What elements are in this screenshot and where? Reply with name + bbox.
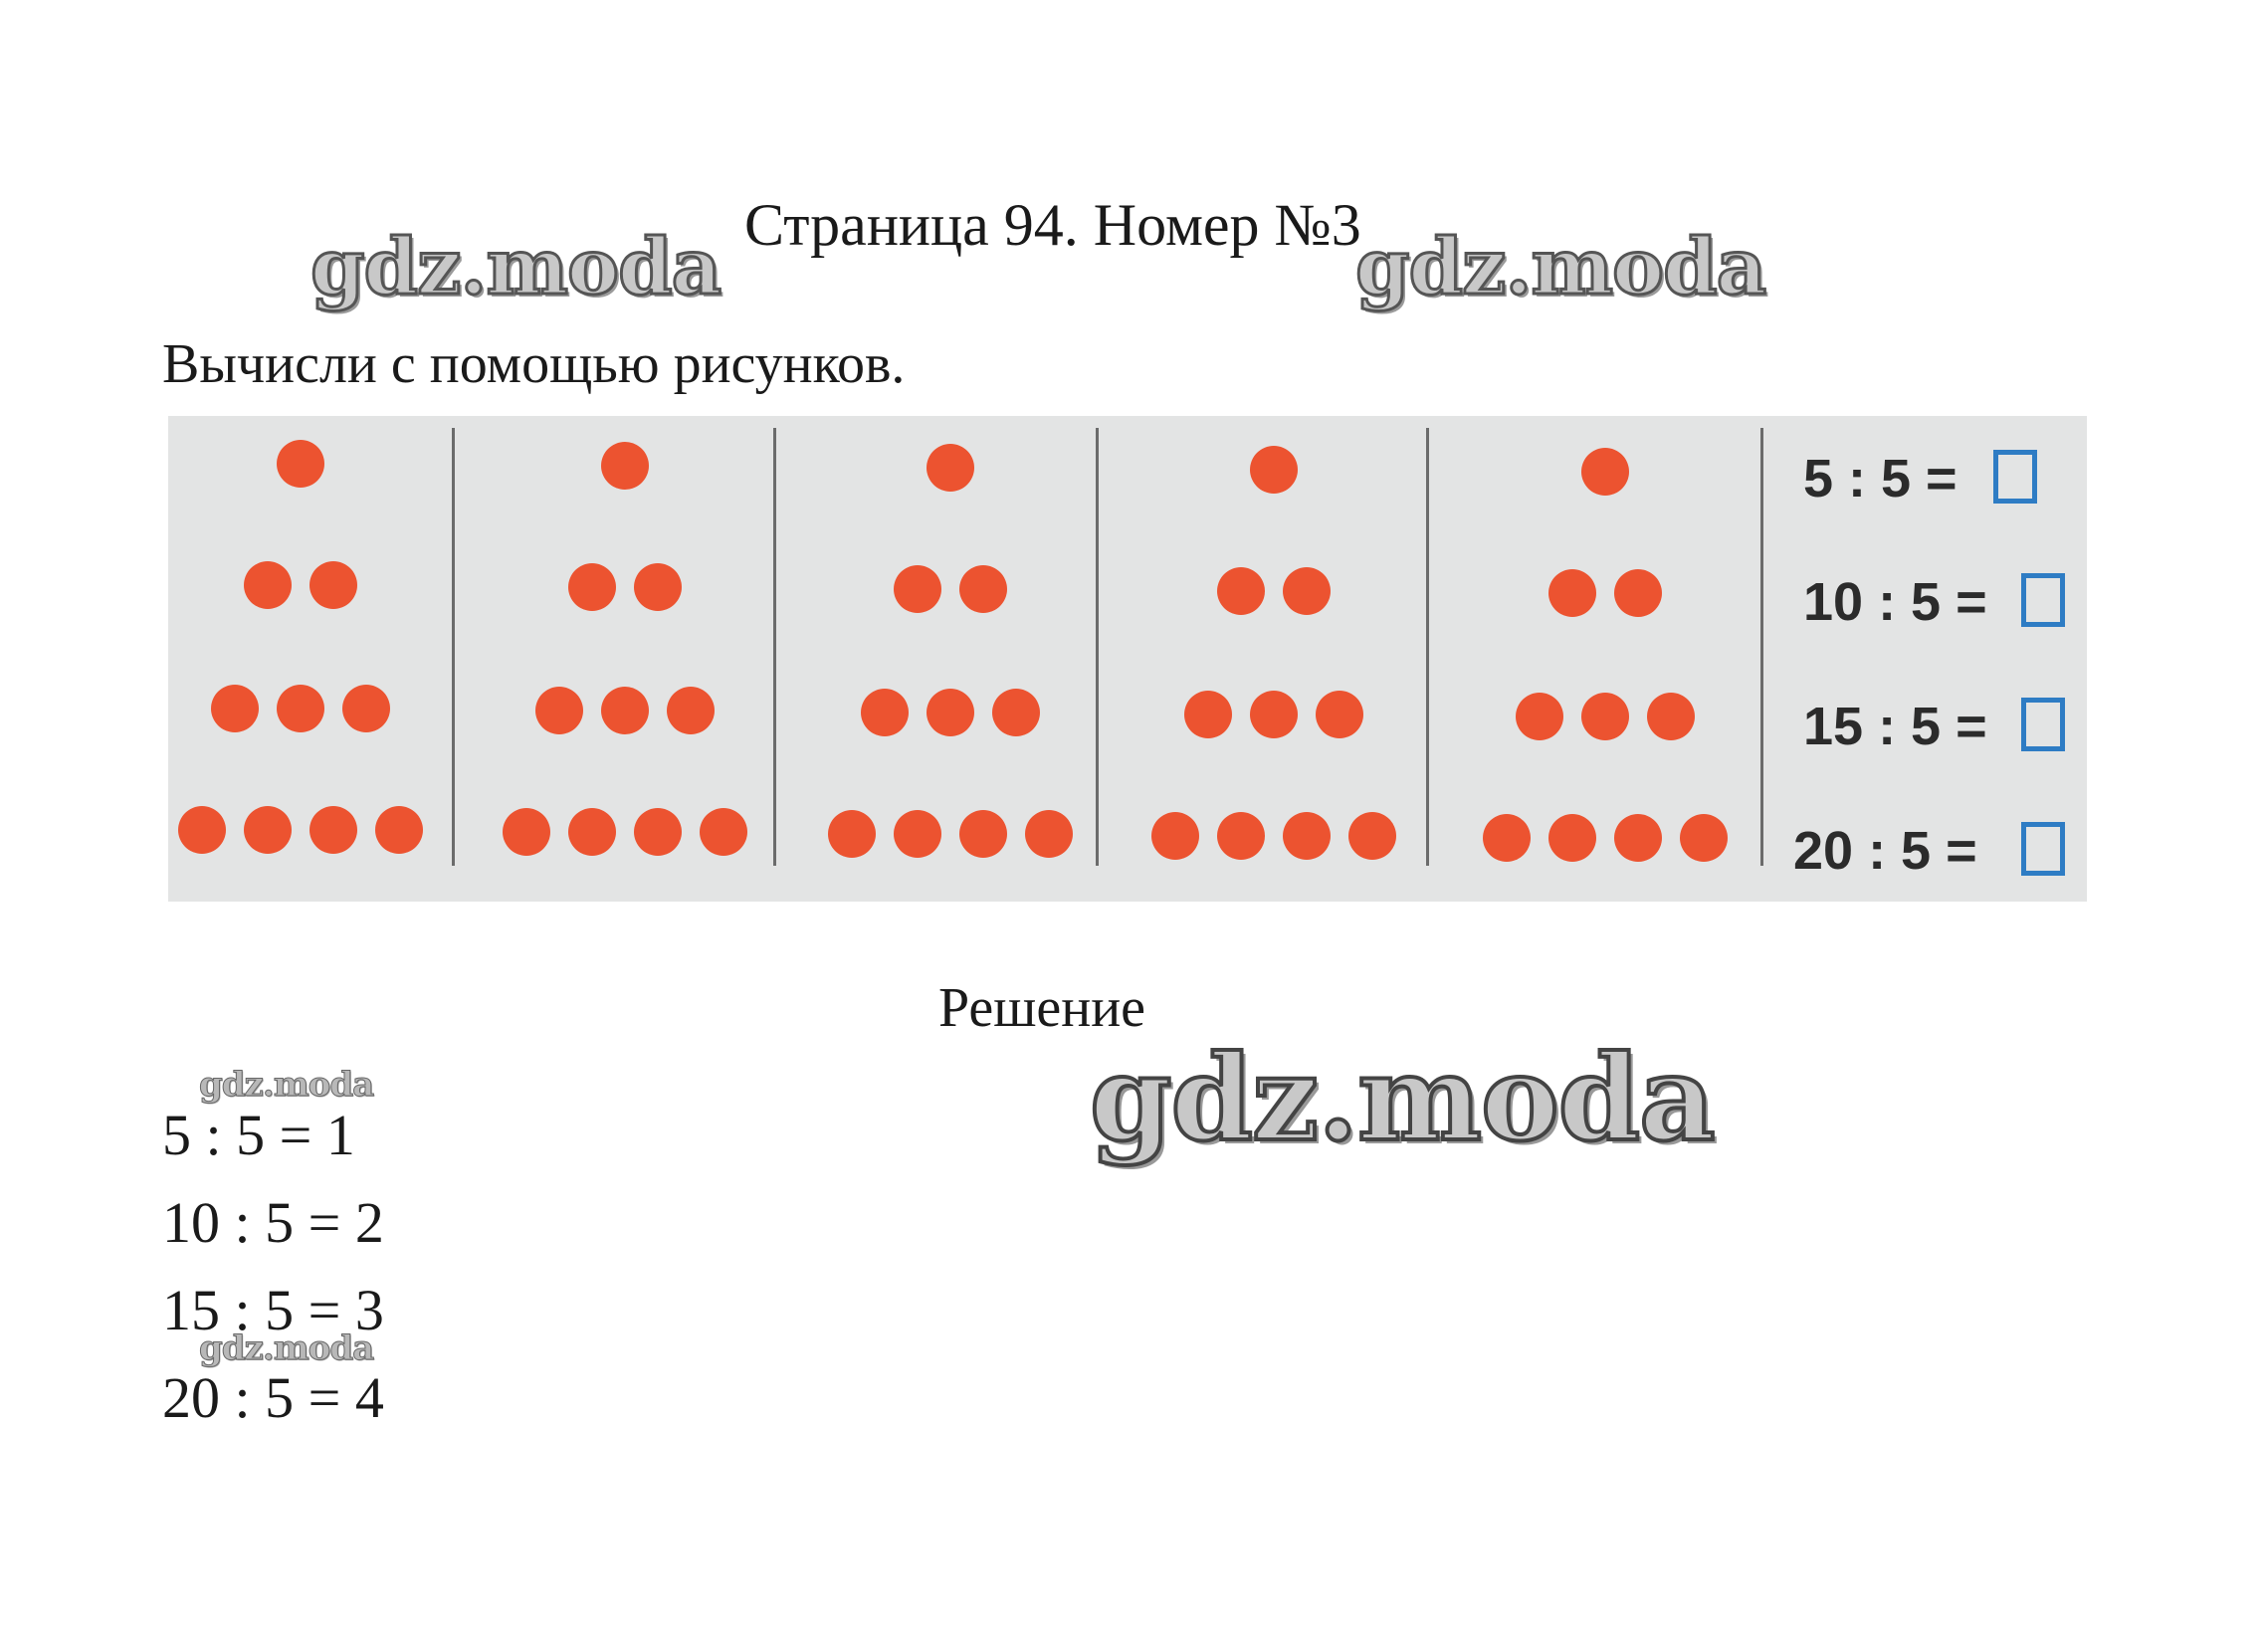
- solution-heading: Решение: [938, 977, 1146, 1039]
- counter-dot: [1025, 810, 1073, 858]
- counter-dot: [1581, 693, 1629, 740]
- counter-dot: [1283, 812, 1331, 860]
- group-divider: [773, 428, 776, 866]
- watermark-logo: gdz.moda: [198, 1328, 374, 1368]
- counter-dot: [1184, 691, 1232, 738]
- counter-dot: [992, 689, 1040, 736]
- task-figure: 5 : 5 = 10 : 5 = 15 : 5 = 20 : 5 =: [168, 416, 2087, 902]
- counter-dot: [1250, 446, 1298, 494]
- counter-dot: [277, 440, 324, 488]
- answer-box: [1993, 450, 2037, 504]
- counter-dot: [1614, 569, 1662, 617]
- group-divider: [452, 428, 455, 866]
- counter-dot: [309, 561, 357, 609]
- counter-dot: [634, 563, 682, 611]
- counter-dot: [1483, 814, 1531, 862]
- counter-dot: [535, 687, 583, 734]
- counter-dot: [894, 810, 941, 858]
- counter-dot: [244, 806, 292, 854]
- counter-dot: [503, 808, 550, 856]
- equation-label: 5 : 5 =: [1803, 449, 1958, 509]
- watermark-logo: gdz.moda: [1088, 1029, 1718, 1167]
- watermark-logo: gdz.moda: [1353, 222, 1767, 312]
- counter-dot: [601, 687, 649, 734]
- counter-dot: [1348, 812, 1396, 860]
- counter-dot: [211, 685, 259, 732]
- counter-dot: [1283, 567, 1331, 615]
- counter-dot: [342, 685, 390, 732]
- watermark-logo: gdz.moda: [309, 222, 722, 312]
- counter-dot: [601, 442, 649, 490]
- counter-dot: [1316, 691, 1363, 738]
- counter-dot: [828, 810, 876, 858]
- counter-dot: [861, 689, 909, 736]
- counter-dot: [568, 808, 616, 856]
- counter-dot: [959, 810, 1007, 858]
- counter-dot: [959, 565, 1007, 613]
- answer-box: [2021, 822, 2065, 876]
- answer-line: 15 : 5 = 3: [162, 1278, 384, 1342]
- group-divider: [1760, 428, 1763, 866]
- counter-dot: [1151, 812, 1199, 860]
- page-title: Страница 94. Номер №3: [744, 192, 1361, 258]
- task-instruction: Вычисли с помощью рисунков.: [162, 333, 906, 395]
- answer-line: 5 : 5 = 1: [162, 1103, 355, 1167]
- answer-box: [2021, 698, 2065, 751]
- counter-dot: [1250, 691, 1298, 738]
- counter-dot: [277, 685, 324, 732]
- counter-dot: [1217, 812, 1265, 860]
- counter-dot: [1614, 814, 1662, 862]
- counter-dot: [894, 565, 941, 613]
- counter-dot: [1516, 693, 1563, 740]
- equation-label: 10 : 5 =: [1803, 572, 1987, 632]
- equation-label: 20 : 5 =: [1793, 821, 1977, 881]
- counter-dot: [927, 689, 974, 736]
- counter-dot: [1647, 693, 1695, 740]
- counter-dot: [375, 806, 423, 854]
- answer-box: [2021, 573, 2065, 627]
- counter-dot: [1581, 448, 1629, 496]
- equation-label: 15 : 5 =: [1803, 697, 1987, 756]
- counter-dot: [667, 687, 715, 734]
- counter-dot: [1680, 814, 1728, 862]
- answer-line: 10 : 5 = 2: [162, 1190, 384, 1255]
- counter-dot: [178, 806, 226, 854]
- counter-dot: [1217, 567, 1265, 615]
- counter-dot: [700, 808, 747, 856]
- group-divider: [1096, 428, 1099, 866]
- answer-line: 20 : 5 = 4: [162, 1365, 384, 1430]
- counter-dot: [1548, 814, 1596, 862]
- watermark-logo: gdz.moda: [198, 1065, 374, 1105]
- counter-dot: [927, 444, 974, 492]
- counter-dot: [568, 563, 616, 611]
- group-divider: [1426, 428, 1429, 866]
- counter-dot: [634, 808, 682, 856]
- counter-dot: [244, 561, 292, 609]
- counter-dot: [1548, 569, 1596, 617]
- counter-dot: [309, 806, 357, 854]
